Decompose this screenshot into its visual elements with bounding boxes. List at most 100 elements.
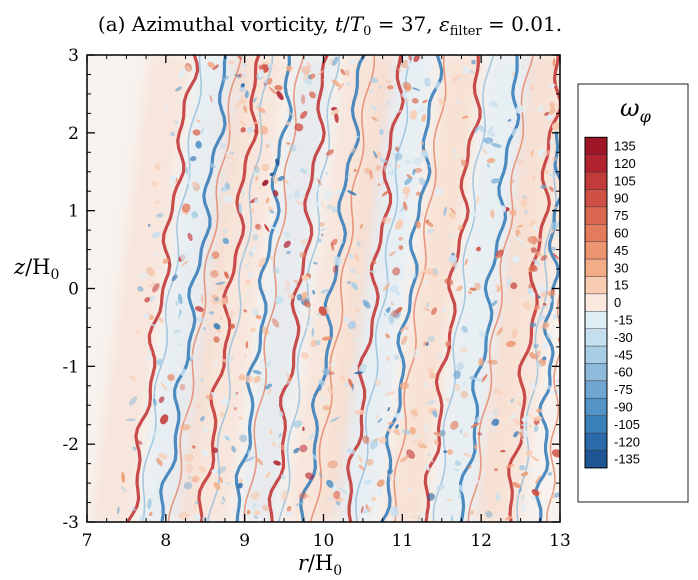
vortex-blob	[272, 190, 279, 197]
vortex-blob	[565, 111, 570, 117]
vortex-blob	[450, 207, 456, 215]
vortex-blob	[156, 457, 163, 467]
vortex-blob	[476, 246, 481, 252]
vortex-blob	[475, 196, 480, 205]
vortex-blob	[390, 302, 394, 306]
vortex-blob	[528, 283, 533, 290]
vortex-blob	[301, 274, 308, 281]
vortex-blob	[179, 383, 186, 391]
vortex-blob	[301, 94, 306, 105]
vortex-blob	[386, 356, 390, 361]
vortex-blob	[566, 303, 578, 315]
vortex-blob	[494, 468, 498, 472]
vortex-blob	[230, 152, 234, 155]
vortex-blob	[375, 197, 379, 204]
vortex-blob	[427, 453, 431, 457]
vortex-blob	[329, 361, 337, 367]
vortex-blob	[241, 251, 247, 260]
colorbar-swatch	[584, 258, 608, 277]
vortex-blob	[326, 204, 332, 210]
vortex-blob	[398, 236, 404, 241]
vortex-blob	[516, 158, 524, 167]
vortex-blob	[255, 457, 264, 466]
vortex-blob	[420, 150, 429, 158]
vortex-blob	[269, 429, 273, 435]
vortex-blob	[563, 134, 570, 142]
vortex-blob	[322, 78, 329, 82]
vortex-blob	[411, 348, 420, 359]
vortex-blob	[449, 261, 455, 267]
vortex-blob	[562, 341, 572, 351]
vorticity-filament	[432, 55, 495, 522]
vortex-blob	[293, 447, 300, 454]
background-band	[432, 55, 532, 522]
vortex-blob	[221, 398, 229, 405]
vortex-blob	[418, 438, 423, 447]
vortex-blob	[527, 413, 532, 417]
vortex-blob	[340, 240, 344, 244]
vortex-blob	[224, 271, 229, 279]
vortex-blob	[451, 74, 461, 82]
vortex-blob	[565, 359, 571, 367]
vortex-blob	[213, 359, 219, 367]
vortex-blob	[576, 57, 581, 63]
y-tick-label: 2	[68, 124, 79, 144]
vortex-blob	[191, 475, 200, 483]
vortex-blob	[544, 170, 549, 174]
vortex-blob	[267, 78, 273, 85]
vortex-blob	[523, 209, 528, 214]
vortex-blob	[264, 383, 273, 390]
vortex-blob	[371, 259, 377, 265]
vortex-blob	[212, 64, 219, 70]
vortex-blob	[464, 258, 468, 266]
vortex-blob	[194, 514, 201, 521]
vortex-blob	[535, 362, 542, 368]
vortex-blob	[350, 147, 356, 154]
vortex-blob	[209, 163, 217, 169]
vortex-blob	[425, 464, 430, 471]
vortex-blob	[125, 418, 136, 422]
vortex-blob	[299, 168, 308, 174]
vortex-blob	[416, 513, 426, 522]
vortex-blob	[273, 460, 281, 466]
vortex-blob	[370, 373, 377, 380]
vortex-blob	[189, 354, 195, 360]
x-tick-label: 12	[470, 531, 492, 551]
vortex-blob	[201, 426, 210, 433]
vortex-blob	[178, 69, 186, 80]
vortex-blob	[414, 118, 424, 127]
vortex-blob	[269, 209, 275, 214]
vortex-blob	[529, 424, 532, 429]
vortex-blob	[515, 105, 525, 114]
vortex-blob	[478, 331, 487, 338]
vortex-blob	[443, 206, 447, 217]
vortex-blob	[552, 57, 556, 67]
vortex-blob	[412, 515, 416, 519]
vortex-blob	[239, 86, 246, 93]
vortex-blob	[422, 99, 428, 104]
colorbar-swatch	[584, 276, 608, 295]
vortex-blob	[385, 333, 390, 339]
vortex-blob	[566, 199, 573, 208]
colorbar-swatch	[584, 363, 608, 382]
vortex-blob	[552, 253, 560, 260]
vortex-blob	[253, 375, 261, 383]
vortex-blob	[321, 202, 325, 209]
vortex-blob	[286, 251, 291, 254]
vortex-blob	[434, 439, 439, 446]
vortex-blob	[187, 232, 193, 242]
vortex-blob	[308, 309, 311, 316]
vortex-blob	[395, 424, 399, 429]
vortex-blob	[375, 164, 382, 171]
vortex-blob	[378, 86, 382, 89]
vortex-blob	[251, 503, 257, 508]
vortex-blob	[382, 216, 392, 224]
vortex-blob	[294, 123, 304, 132]
vortex-blob	[238, 478, 243, 484]
vortex-blob	[315, 312, 322, 317]
y-tick-label: -3	[62, 513, 79, 533]
vortex-blob	[390, 506, 399, 518]
vortex-blob	[295, 200, 304, 206]
x-tick-label: 8	[160, 531, 171, 551]
vortex-blob	[225, 151, 230, 157]
